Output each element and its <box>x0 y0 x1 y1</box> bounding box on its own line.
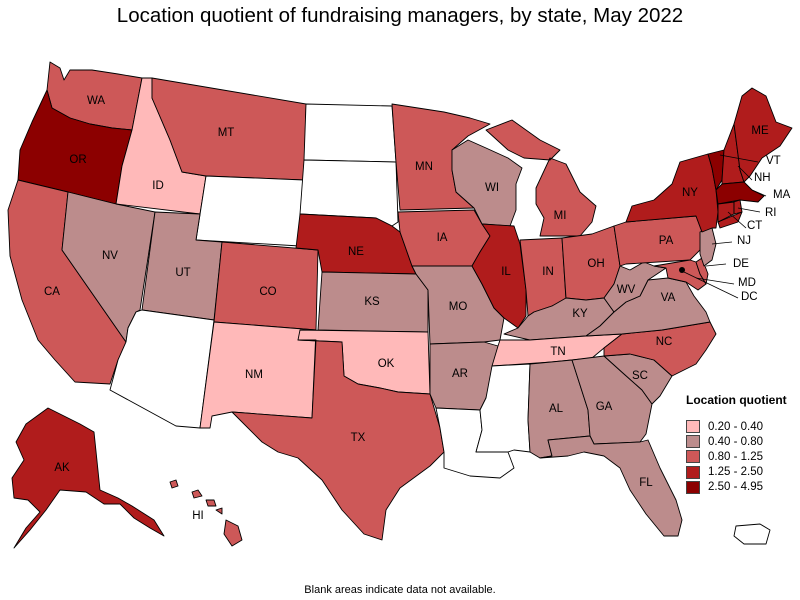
legend-item: 0.20 - 0.40 <box>686 419 796 434</box>
state-VT[interactable] <box>707 149 725 191</box>
dc-marker[interactable] <box>679 267 685 273</box>
state-WY[interactable] <box>195 175 305 247</box>
label-WA: WA <box>87 95 105 107</box>
label-CT: CT <box>747 220 762 232</box>
label-WV: WV <box>617 284 636 296</box>
label-NM: NM <box>245 369 263 381</box>
label-MO: MO <box>449 301 468 313</box>
label-HI: HI <box>192 510 204 522</box>
label-TX: TX <box>351 432 366 444</box>
label-NE: NE <box>348 246 364 258</box>
label-CO: CO <box>259 286 276 298</box>
label-NC: NC <box>656 336 673 348</box>
legend-swatch <box>686 435 700 449</box>
label-UT: UT <box>175 267 190 279</box>
label-GA: GA <box>596 401 613 413</box>
legend-label: 0.80 - 1.25 <box>708 450 763 463</box>
legend-title: Location quotient <box>686 393 787 407</box>
label-IA: IA <box>437 232 448 244</box>
label-NJ: NJ <box>737 235 751 247</box>
label-NV: NV <box>102 250 118 262</box>
label-WI: WI <box>485 182 499 194</box>
label-VT: VT <box>766 155 781 167</box>
label-MA: MA <box>773 189 791 201</box>
label-OK: OK <box>378 358 395 370</box>
label-DE: DE <box>733 258 749 270</box>
label-RI: RI <box>765 207 777 219</box>
state-IL[interactable] <box>471 223 527 329</box>
legend-label: 0.20 - 0.40 <box>708 420 763 433</box>
state-ME[interactable] <box>733 87 793 183</box>
label-MN: MN <box>415 161 433 173</box>
label-KY: KY <box>572 308 588 320</box>
legend: Location quotient 0.20 - 0.40 0.40 - 0.8… <box>686 393 796 495</box>
label-OR: OR <box>69 154 86 166</box>
map-title: Location quotient of fundraising manager… <box>116 4 684 27</box>
state-FL[interactable] <box>539 435 683 537</box>
legend-item: 0.80 - 1.25 <box>686 449 796 464</box>
legend-swatch <box>686 420 700 433</box>
state-DE[interactable] <box>695 257 709 285</box>
legend-label: 2.50 - 4.95 <box>708 481 763 494</box>
label-DC: DC <box>741 291 758 303</box>
label-ID: ID <box>152 180 164 192</box>
legend-swatch <box>686 450 700 464</box>
label-OH: OH <box>587 258 604 270</box>
legend-item: 2.50 - 4.95 <box>686 480 796 495</box>
leader-lines <box>683 154 767 299</box>
label-MT: MT <box>218 127 235 139</box>
state-AK[interactable] <box>11 407 165 549</box>
label-AL: AL <box>549 403 564 415</box>
label-KS: KS <box>364 296 380 308</box>
footnote: Blank areas indicate data not available. <box>304 584 496 596</box>
label-MD: MD <box>738 277 756 289</box>
state-TX[interactable] <box>231 339 445 541</box>
label-NH: NH <box>754 172 771 184</box>
legend-swatch <box>686 465 700 479</box>
state-MD[interactable] <box>653 259 707 291</box>
label-MI: MI <box>554 210 567 222</box>
legend-swatch <box>686 480 700 494</box>
label-AK: AK <box>54 462 70 474</box>
legend-item: 1.25 - 2.50 <box>686 465 796 480</box>
label-VA: VA <box>661 292 676 304</box>
state-KS[interactable] <box>317 271 429 333</box>
label-TN: TN <box>550 346 565 358</box>
legend-label: 0.40 - 0.80 <box>708 435 763 448</box>
state-ND[interactable] <box>303 103 397 163</box>
label-NY: NY <box>682 187 698 199</box>
territory-PR[interactable] <box>733 523 771 545</box>
state-NJ[interactable] <box>699 227 717 267</box>
label-ME: ME <box>751 125 769 137</box>
label-SC: SC <box>632 370 648 382</box>
label-IN: IN <box>542 266 554 278</box>
state-MI[interactable] <box>485 119 597 237</box>
state-labels: WA OR CA ID NV MT UT CO NM NE KS OK TX M… <box>44 95 791 522</box>
state-WV[interactable] <box>603 261 667 313</box>
state-WI[interactable] <box>451 139 523 227</box>
label-PA: PA <box>659 235 674 247</box>
legend-item: 0.40 - 0.80 <box>686 434 796 449</box>
legend-label: 1.25 - 2.50 <box>708 466 763 479</box>
label-IL: IL <box>501 266 511 278</box>
state-RI[interactable] <box>733 199 743 215</box>
label-CA: CA <box>44 286 60 298</box>
label-AR: AR <box>452 368 468 380</box>
state-HI[interactable] <box>169 479 243 547</box>
label-FL: FL <box>639 477 653 489</box>
